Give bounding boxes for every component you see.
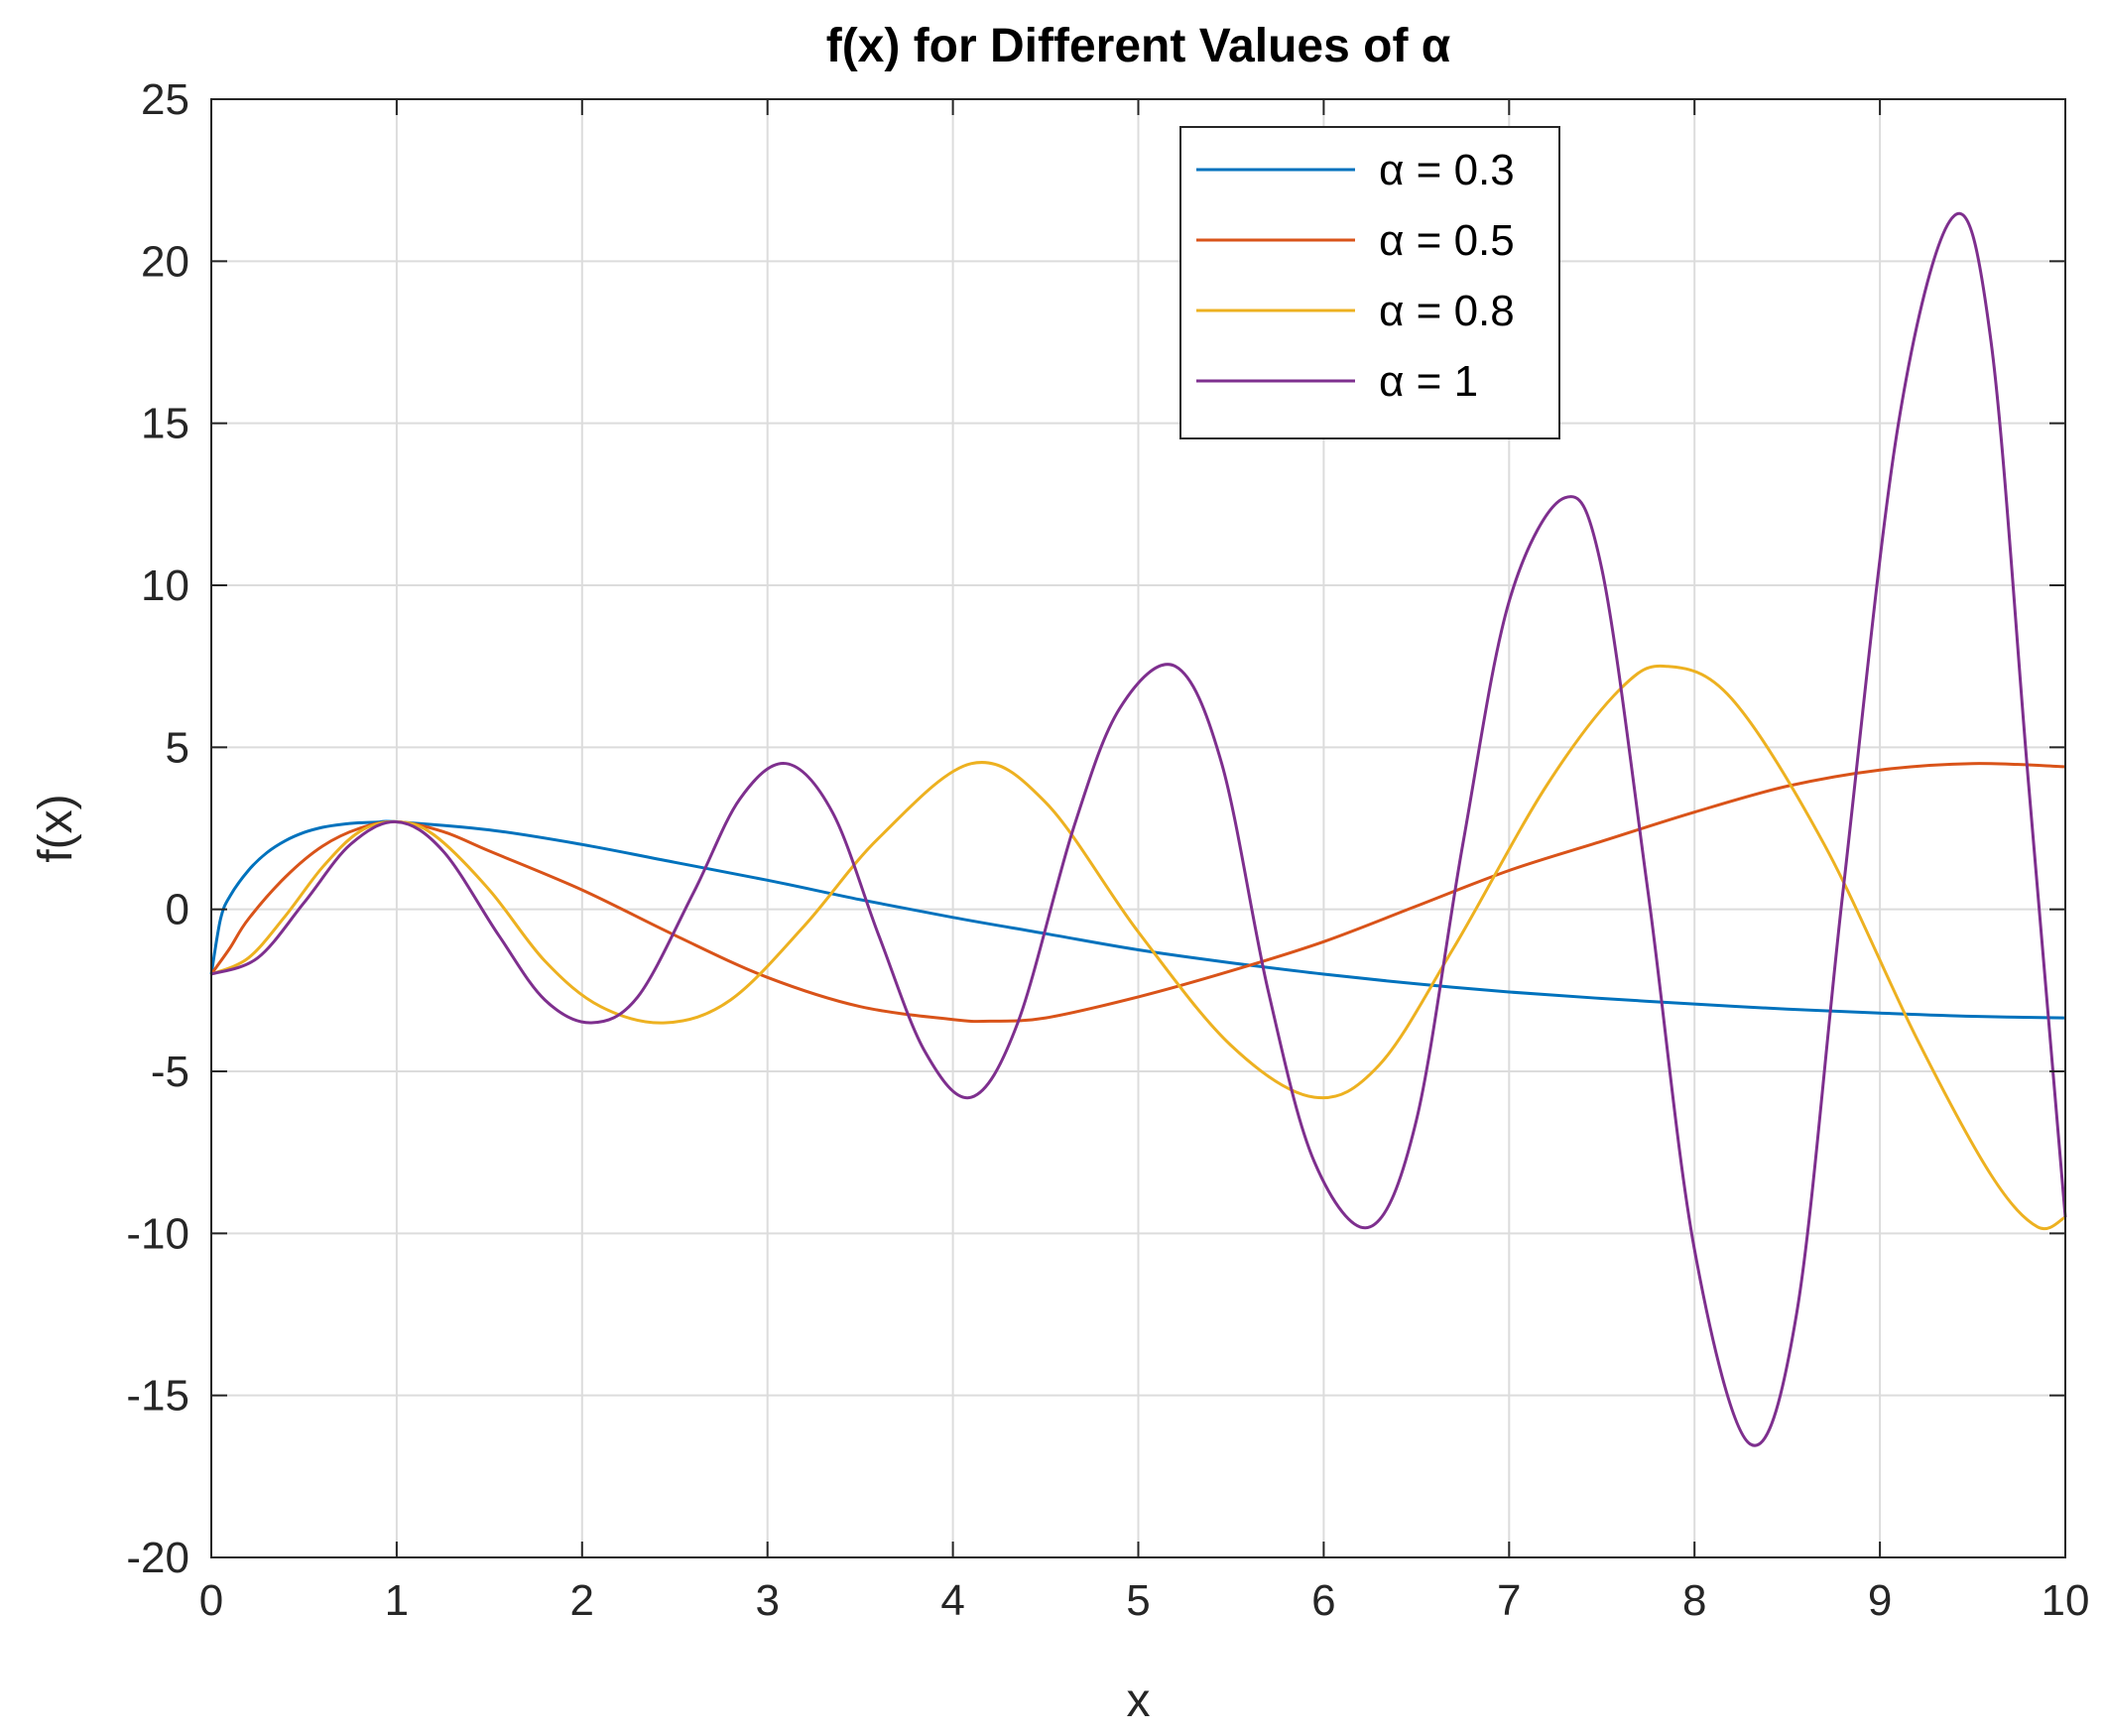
legend: α = 0.3 α = 0.5 α = 0.8 α = 1 xyxy=(1179,126,1560,439)
x-tick-label: 2 xyxy=(570,1576,594,1625)
series-line-4 xyxy=(210,212,2067,1447)
y-tick-label: 0 xyxy=(166,886,189,934)
series-line-2 xyxy=(209,762,2066,1024)
y-tick-label: -15 xyxy=(126,1372,189,1421)
y-tick-label: -20 xyxy=(126,1534,189,1582)
y-tick-label: 10 xyxy=(141,561,189,610)
x-tick-label: 7 xyxy=(1497,1576,1521,1625)
x-tick-label: 9 xyxy=(1868,1576,1892,1625)
y-tick-label: 25 xyxy=(141,75,189,124)
y-tick-label: 15 xyxy=(141,400,189,448)
y-axis-label: f(x) xyxy=(30,794,82,862)
ticks xyxy=(210,98,2066,1558)
x-tick-label: 1 xyxy=(385,1576,409,1625)
y-tick-labels: -20 -15 -10 -5 0 5 10 15 20 25 xyxy=(126,75,189,1582)
y-tick-label: 20 xyxy=(141,237,189,286)
x-tick-label: 5 xyxy=(1126,1576,1150,1625)
legend-box xyxy=(1179,126,1560,439)
x-tick-label: 3 xyxy=(755,1576,779,1625)
series-layer xyxy=(209,212,2067,1447)
x-tick-labels: 0 1 2 3 4 5 6 7 8 9 10 xyxy=(199,1576,2090,1625)
x-axis-label: x xyxy=(1127,1674,1151,1727)
x-tick-label: 8 xyxy=(1682,1576,1706,1625)
x-tick-label: 4 xyxy=(940,1576,964,1625)
series-line-3 xyxy=(210,664,2066,1230)
y-tick-label: -5 xyxy=(151,1048,189,1096)
x-tick-label: 6 xyxy=(1311,1576,1335,1625)
x-tick-label: 10 xyxy=(2042,1576,2090,1625)
legend-entry-label: α = 0.5 xyxy=(1379,216,1515,265)
y-tick-label: 5 xyxy=(166,723,189,772)
series-line-1 xyxy=(209,819,2066,1020)
legend-entry-label: α = 0.3 xyxy=(1379,146,1515,194)
x-tick-label: 0 xyxy=(199,1576,223,1625)
chart-title: f(x) for Different Values of α xyxy=(826,20,1451,72)
y-tick-label: -10 xyxy=(126,1209,189,1258)
legend-entry-label: α = 1 xyxy=(1379,357,1478,406)
legend-entry-label: α = 0.8 xyxy=(1379,287,1515,335)
